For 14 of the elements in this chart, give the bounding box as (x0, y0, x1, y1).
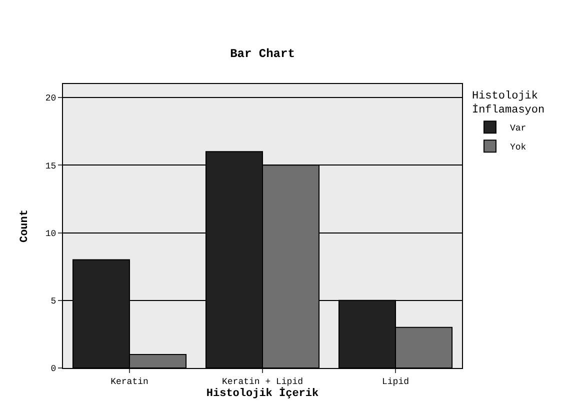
y-tick-label: 10 (45, 228, 56, 239)
y-tick-label: 15 (45, 161, 56, 172)
legend-title: Histolojik İnflamasyon (472, 90, 545, 117)
x-axis-title: Histolojik İçerik (206, 387, 320, 400)
y-tick-label: 20 (45, 94, 56, 104)
legend-label: Var (510, 124, 526, 134)
x-tick-label: Keratin (110, 376, 148, 387)
y-axis-title: Count (19, 209, 32, 243)
legend-label: Yok (510, 142, 526, 153)
x-tick-label: Lipid (382, 376, 410, 387)
y-tick-label: 5 (50, 296, 56, 307)
x-tick-label: Keratin + Lipid (222, 376, 304, 387)
y-tick-label: 0 (50, 364, 56, 374)
chart-title: Bar Chart (230, 47, 295, 62)
